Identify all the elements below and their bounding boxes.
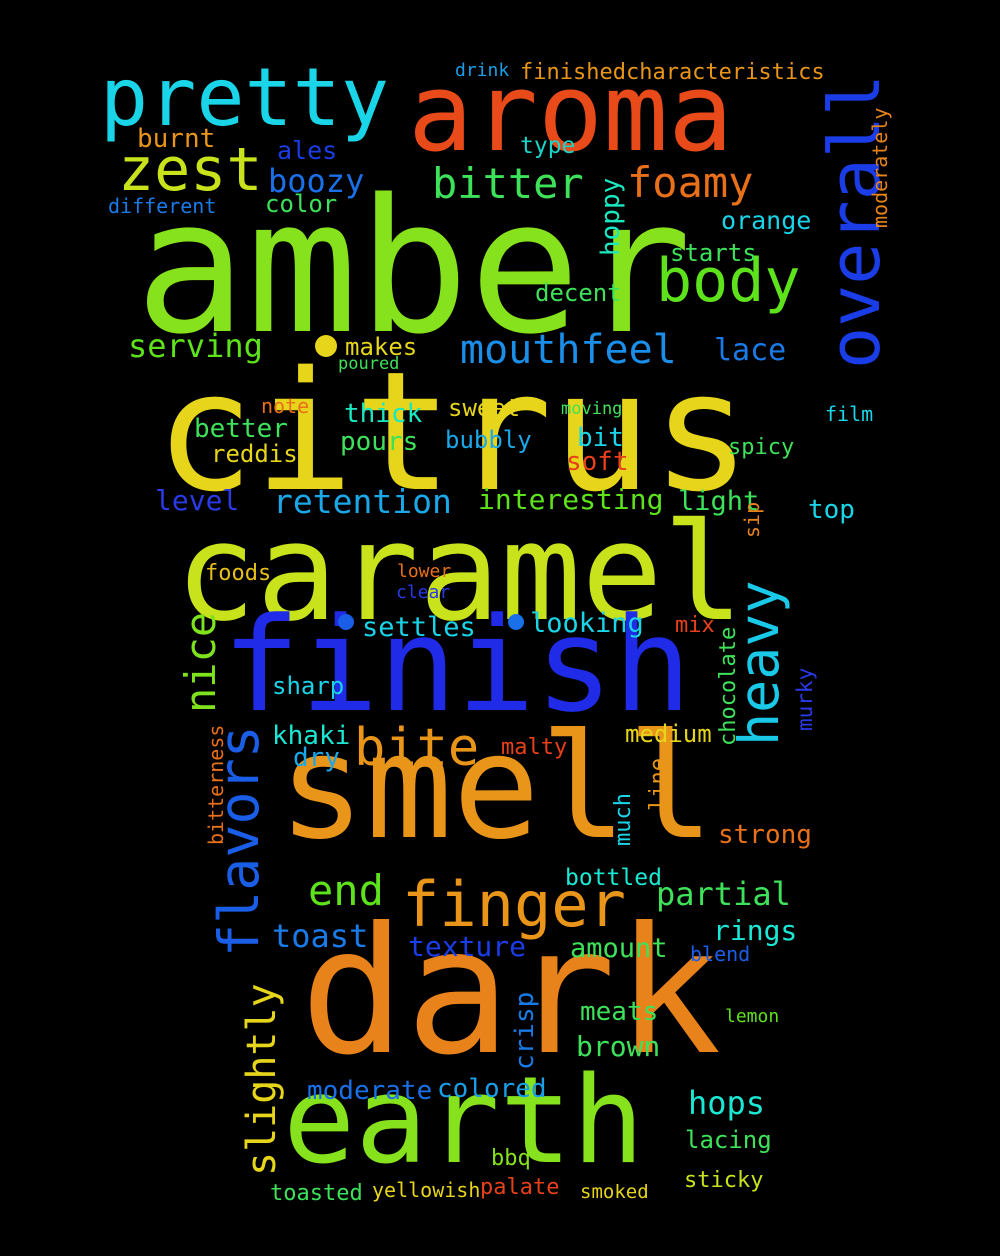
- word-lace: lace: [714, 333, 787, 368]
- word-palate: palate: [480, 1175, 560, 1200]
- word-settles: settles: [362, 612, 476, 643]
- word-bite: bite: [354, 718, 480, 778]
- word-burnt: burnt: [137, 124, 216, 154]
- word-bitter: bitter: [432, 159, 584, 208]
- word-ales: ales: [277, 136, 338, 165]
- word-looking: looking: [530, 608, 644, 639]
- dot-mark: [508, 614, 524, 630]
- word-rings: rings: [713, 914, 798, 947]
- word-bitterness: bitterness: [204, 724, 228, 845]
- word-partial: partial: [656, 875, 791, 913]
- word-interesting: interesting: [478, 483, 664, 516]
- word-amount: amount: [570, 933, 668, 964]
- word-clear: clear: [396, 582, 451, 603]
- word-moving: moving: [561, 399, 623, 419]
- word-bottled: bottled: [565, 865, 662, 891]
- word-hoppy: hoppy: [596, 177, 626, 256]
- word-reddish: reddish: [211, 440, 313, 468]
- word-line: line: [646, 758, 671, 811]
- word-spicy: spicy: [728, 435, 795, 460]
- word-better: better: [194, 414, 288, 444]
- word-end: end: [308, 866, 384, 915]
- word-slightly: slightly: [239, 983, 285, 1176]
- dot-mark: [315, 335, 337, 357]
- word-caramel: caramel: [175, 494, 744, 651]
- word-khaki: khaki: [272, 721, 351, 751]
- word-bbq: bbq: [491, 1146, 531, 1171]
- word-color: color: [265, 190, 338, 218]
- word-amber: amber: [135, 159, 692, 375]
- word-moderately: moderately: [868, 107, 892, 228]
- word-toasted: toasted: [270, 1181, 363, 1206]
- word-sticky: sticky: [684, 1168, 764, 1193]
- word-top: top: [808, 495, 855, 525]
- word-dry: dry: [293, 743, 340, 773]
- word-sweet: sweet: [448, 394, 521, 422]
- word-hops: hops: [688, 1084, 766, 1122]
- word-foods: foods: [205, 561, 272, 586]
- word-makes: makes: [345, 333, 418, 361]
- word-finish: finish: [222, 589, 692, 741]
- word-thick: thick: [344, 399, 423, 429]
- word-brown: brown: [576, 1030, 661, 1063]
- word-light: light: [678, 486, 760, 517]
- word-body: body: [656, 246, 801, 316]
- word-starts: starts: [670, 239, 757, 267]
- word-pours: pours: [340, 427, 419, 457]
- word-toast: toast: [272, 917, 369, 955]
- word-crisp: crisp: [510, 991, 540, 1070]
- word-bubbly: bubbly: [445, 426, 532, 454]
- word-sip: sip: [740, 501, 764, 538]
- word-much: much: [611, 793, 636, 846]
- word-colored: colored: [437, 1074, 547, 1104]
- word-foamy: foamy: [627, 158, 754, 207]
- word-note: note: [261, 394, 310, 418]
- word-earth: earth: [283, 1052, 645, 1191]
- word-texture: texture: [408, 930, 527, 963]
- word-zest: zest: [118, 135, 263, 205]
- dot-mark: [338, 614, 354, 630]
- word-finger: finger: [402, 868, 626, 941]
- word-yellowish: yellowish: [372, 1178, 481, 1202]
- word-film: film: [825, 402, 874, 426]
- word-soft: soft: [566, 447, 629, 477]
- word-murky: murky: [793, 667, 817, 731]
- word-medium: medium: [625, 720, 712, 748]
- word-lemon: lemon: [725, 1006, 780, 1027]
- word-citrus: citrus: [155, 336, 752, 528]
- word-nice: nice: [176, 611, 225, 713]
- word-decent: decent: [535, 279, 622, 307]
- word-level: level: [155, 484, 240, 517]
- word-dark: dark: [300, 891, 722, 1094]
- word-retention: retention: [273, 482, 452, 521]
- word-sharp: sharp: [272, 672, 345, 700]
- word-finishedcharacteristics: finishedcharacteristics: [520, 60, 825, 85]
- word-boozy: boozy: [268, 162, 365, 200]
- word-pretty: pretty: [100, 51, 389, 144]
- word-lower: lower: [397, 561, 452, 582]
- word-orange: orange: [721, 206, 812, 235]
- word-smoked: smoked: [580, 1181, 649, 1203]
- word-smell: smell: [278, 703, 715, 872]
- word-strong: strong: [718, 820, 812, 850]
- word-type: type: [520, 133, 576, 159]
- word-mix: mix: [675, 613, 715, 638]
- word-moderate: moderate: [307, 1076, 433, 1106]
- word-mouthfeel: mouthfeel: [460, 327, 677, 373]
- word-malty: malty: [501, 735, 568, 760]
- word-meats: meats: [580, 997, 659, 1027]
- word-chocolate: chocolate: [716, 626, 741, 746]
- word-drink: drink: [455, 60, 510, 81]
- word-bit: bit: [577, 423, 624, 453]
- word-lacing: lacing: [685, 1126, 772, 1154]
- word-different: different: [108, 194, 217, 218]
- word-aroma: aroma: [408, 51, 734, 176]
- word-poured: poured: [338, 354, 400, 374]
- word-serving: serving: [128, 327, 263, 365]
- word-blend: blend: [690, 942, 751, 966]
